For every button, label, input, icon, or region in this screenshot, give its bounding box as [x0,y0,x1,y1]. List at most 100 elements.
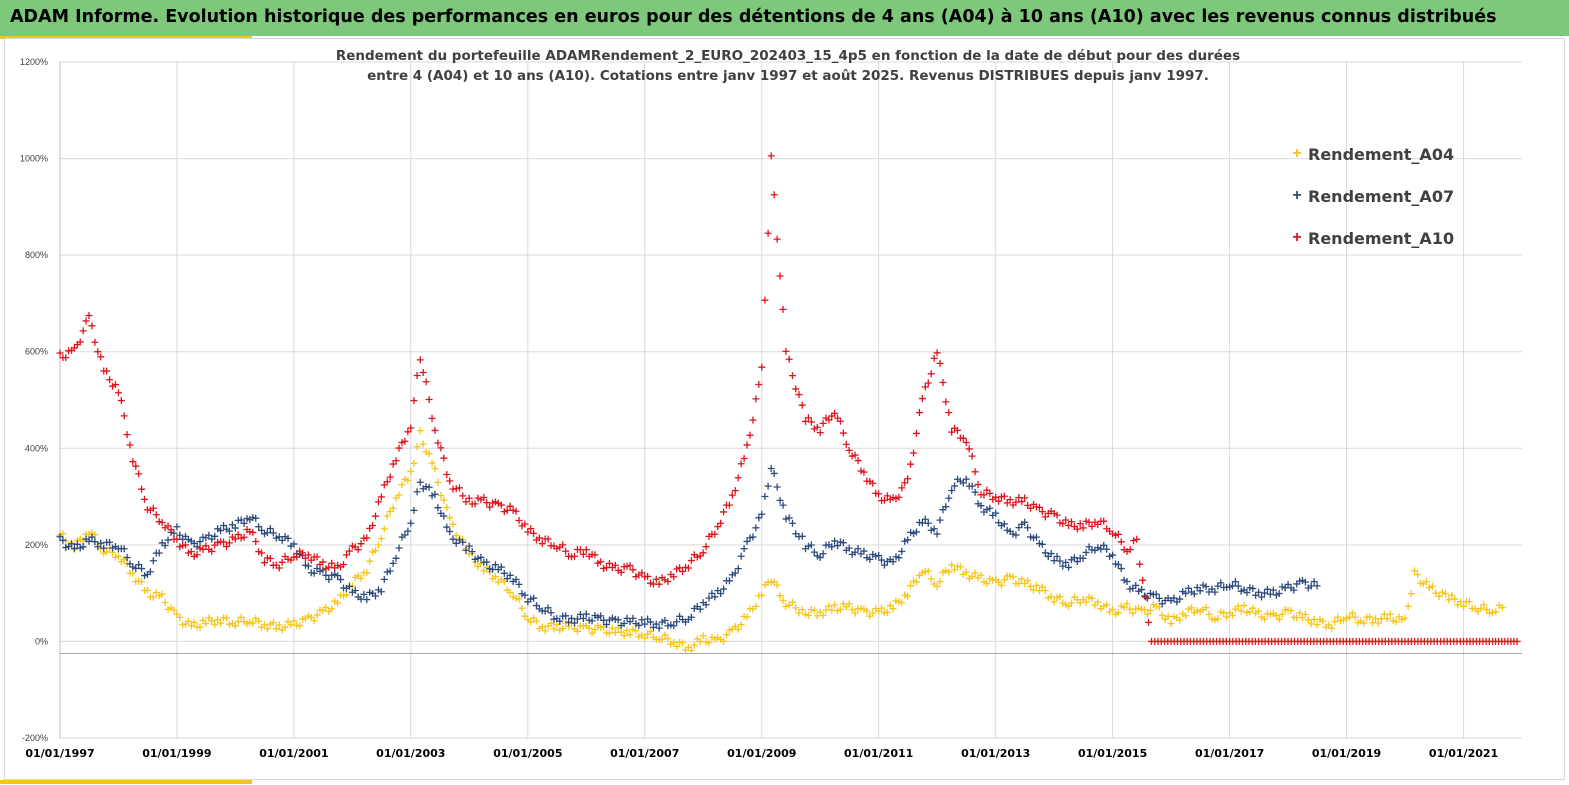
data-point [91,538,99,546]
data-point [114,552,122,560]
data-point [845,446,853,454]
data-point [933,582,941,590]
data-point [1187,604,1195,612]
data-point [804,414,812,422]
data-point [512,507,520,515]
data-point [240,533,248,541]
data-point [839,429,847,437]
data-point [842,440,850,448]
data-point [372,547,380,555]
data-point [1307,620,1315,628]
data-point [788,598,796,606]
data-point [173,535,181,543]
data-point [1126,546,1134,554]
data-point [1319,617,1327,625]
data-point [626,631,634,639]
data-point [1139,576,1147,584]
data-point [363,569,371,577]
data-point [152,511,160,519]
data-point [1380,610,1388,618]
data-point [1313,621,1321,629]
data-point [968,452,976,460]
data-point [579,550,587,558]
data-point [743,441,751,449]
data-point [620,632,628,640]
data-point [795,391,803,399]
data-point [143,586,151,594]
data-point [491,561,499,569]
data-point [425,450,433,458]
data-point [1334,613,1342,621]
data-point [506,571,514,579]
data-point [1451,595,1459,603]
data-point [237,613,245,621]
data-point [1272,612,1280,620]
data-point [1143,610,1151,618]
data-point [974,481,982,489]
data-point [1442,590,1450,598]
data-point [59,536,67,544]
data-point [1100,541,1108,549]
data-point [588,617,596,625]
data-point [103,548,111,556]
data-point [449,520,457,528]
data-point [927,370,935,378]
data-point [1167,620,1175,628]
data-point [88,533,96,541]
chart-title-line-1: Rendement du portefeuille ADAMRendement_… [335,48,1241,64]
data-point [798,401,806,409]
data-point [773,235,781,243]
data-point [465,494,473,502]
data-point [465,542,473,550]
data-point [1301,578,1309,586]
data-point [720,508,728,516]
data-point [1266,590,1274,598]
legend-marker-icon: + [1292,229,1302,246]
data-point [1009,573,1017,581]
data-point [222,543,230,551]
data-point [1182,612,1190,620]
data-point [284,534,292,542]
data-point [705,639,713,647]
data-point [758,510,766,518]
data-point [1460,602,1468,610]
data-point [638,569,646,577]
data-point [85,312,93,320]
data-point [1310,616,1318,624]
data-point [816,554,824,562]
data-point [1374,619,1382,627]
data-point [758,591,766,599]
data-point [1097,545,1105,553]
data-point [1088,594,1096,602]
data-point [211,532,219,540]
data-point [404,527,412,535]
data-point [611,561,619,569]
data-point [1202,604,1210,612]
data-point [1275,615,1283,623]
data-point [968,573,976,581]
data-point [795,609,803,617]
data-point [363,596,371,604]
data-point [275,621,283,629]
data-point [956,563,964,571]
data-point [1422,578,1430,586]
data-point [737,460,745,468]
data-point [1170,594,1178,602]
data-point [1073,525,1081,533]
data-point [222,614,230,622]
data-point [1085,518,1093,526]
data-point [132,462,140,470]
data-point [135,561,143,569]
data-point [652,620,660,628]
data-point [670,573,678,581]
data-point [711,593,719,601]
x-tick-label: 01/01/2001 [259,747,328,760]
data-point [199,545,207,553]
data-point [813,423,821,431]
data-point [255,617,263,625]
data-point [1132,581,1140,589]
data-point [401,437,409,445]
data-point [334,599,342,607]
data-point [854,545,862,553]
